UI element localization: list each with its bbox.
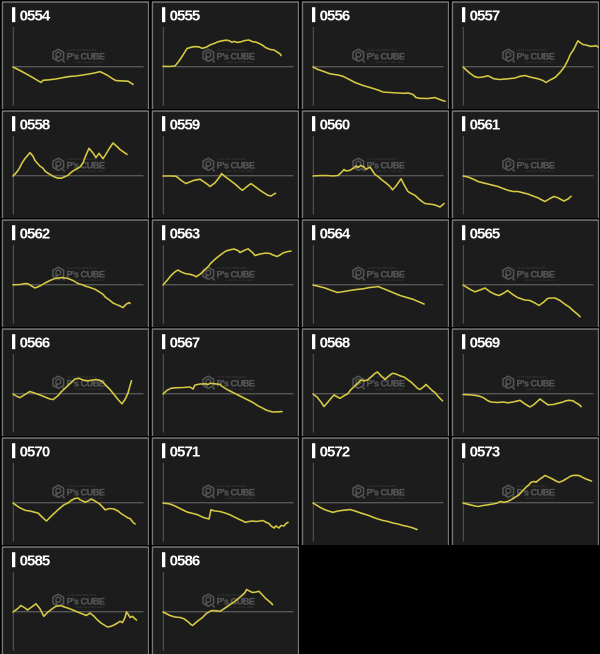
svg-text:www.ps-cube.data: www.ps-cube.data	[526, 169, 554, 173]
svg-text:P’s CUBE: P’s CUBE	[517, 378, 555, 388]
svg-text:P’s CUBE: P’s CUBE	[217, 378, 255, 388]
svg-text:SLOT MACHINE DATA: SLOT MACHINE DATA	[367, 266, 396, 270]
svg-text:0557: 0557	[470, 8, 500, 25]
svg-text:SLOT MACHINE DATA: SLOT MACHINE DATA	[67, 266, 96, 270]
svg-text:SLOT MACHINE DATA: SLOT MACHINE DATA	[367, 157, 396, 161]
svg-text:P’s CUBE: P’s CUBE	[367, 378, 405, 388]
svg-text:0567: 0567	[170, 335, 200, 352]
svg-text:SLOT MACHINE DATA: SLOT MACHINE DATA	[217, 593, 246, 597]
svg-text:0554: 0554	[20, 8, 51, 25]
svg-text:SLOT MACHINE DATA: SLOT MACHINE DATA	[367, 48, 396, 52]
svg-text:www.ps-cube.data: www.ps-cube.data	[376, 387, 404, 391]
svg-text:0586: 0586	[170, 553, 200, 570]
svg-text:0559: 0559	[170, 117, 200, 134]
svg-text:0570: 0570	[20, 444, 50, 461]
svg-text:www.ps-cube.data: www.ps-cube.data	[226, 278, 254, 282]
svg-text:0558: 0558	[20, 117, 50, 134]
svg-text:www.ps-cube.data: www.ps-cube.data	[226, 496, 254, 500]
svg-text:P’s CUBE: P’s CUBE	[217, 487, 255, 497]
svg-text:www.ps-cube.data: www.ps-cube.data	[76, 278, 104, 282]
svg-text:www.ps-cube.data: www.ps-cube.data	[76, 60, 104, 64]
svg-text:P’s CUBE: P’s CUBE	[367, 160, 405, 170]
svg-text:SLOT MACHINE DATA: SLOT MACHINE DATA	[517, 266, 546, 270]
svg-text:www.ps-cube.data: www.ps-cube.data	[76, 387, 104, 391]
svg-text:0563: 0563	[170, 226, 200, 243]
svg-text:0555: 0555	[170, 8, 200, 25]
svg-text:0573: 0573	[470, 444, 500, 461]
svg-text:www.ps-cube.data: www.ps-cube.data	[226, 169, 254, 173]
svg-text:P’s CUBE: P’s CUBE	[217, 160, 255, 170]
svg-text:www.ps-cube.data: www.ps-cube.data	[76, 496, 104, 500]
svg-text:SLOT MACHINE DATA: SLOT MACHINE DATA	[217, 48, 246, 52]
svg-text:SLOT MACHINE DATA: SLOT MACHINE DATA	[517, 375, 546, 379]
svg-text:P’s CUBE: P’s CUBE	[67, 51, 105, 61]
svg-text:SLOT MACHINE DATA: SLOT MACHINE DATA	[517, 157, 546, 161]
svg-text:SLOT MACHINE DATA: SLOT MACHINE DATA	[67, 375, 96, 379]
svg-text:0568: 0568	[320, 335, 350, 352]
svg-text:0566: 0566	[20, 335, 50, 352]
svg-text:0562: 0562	[20, 226, 50, 243]
svg-text:SLOT MACHINE DATA: SLOT MACHINE DATA	[367, 484, 396, 488]
svg-text:www.ps-cube.data: www.ps-cube.data	[76, 169, 104, 173]
svg-text:www.ps-cube.data: www.ps-cube.data	[526, 387, 554, 391]
svg-text:P’s CUBE: P’s CUBE	[67, 269, 105, 279]
svg-text:www.ps-cube.data: www.ps-cube.data	[376, 278, 404, 282]
svg-text:0585: 0585	[20, 553, 50, 570]
svg-text:SLOT MACHINE DATA: SLOT MACHINE DATA	[517, 484, 546, 488]
svg-text:www.ps-cube.data: www.ps-cube.data	[376, 60, 404, 64]
svg-text:www.ps-cube.data: www.ps-cube.data	[526, 496, 554, 500]
svg-text:0564: 0564	[320, 226, 351, 243]
svg-text:0565: 0565	[470, 226, 500, 243]
svg-text:0569: 0569	[470, 335, 500, 352]
svg-text:P’s CUBE: P’s CUBE	[367, 51, 405, 61]
svg-text:P’s CUBE: P’s CUBE	[367, 269, 405, 279]
svg-text:SLOT MACHINE DATA: SLOT MACHINE DATA	[67, 48, 96, 52]
svg-text:SLOT MACHINE DATA: SLOT MACHINE DATA	[217, 375, 246, 379]
svg-text:www.ps-cube.data: www.ps-cube.data	[226, 605, 254, 609]
svg-text:SLOT MACHINE DATA: SLOT MACHINE DATA	[217, 157, 246, 161]
svg-text:P’s CUBE: P’s CUBE	[67, 378, 105, 388]
svg-text:P’s CUBE: P’s CUBE	[67, 160, 105, 170]
svg-text:0556: 0556	[320, 8, 350, 25]
svg-text:P’s CUBE: P’s CUBE	[517, 51, 555, 61]
svg-text:www.ps-cube.data: www.ps-cube.data	[526, 60, 554, 64]
svg-text:P’s CUBE: P’s CUBE	[367, 487, 405, 497]
svg-text:P’s CUBE: P’s CUBE	[517, 160, 555, 170]
svg-text:SLOT MACHINE DATA: SLOT MACHINE DATA	[67, 157, 96, 161]
svg-text:www.ps-cube.data: www.ps-cube.data	[376, 169, 404, 173]
svg-text:SLOT MACHINE DATA: SLOT MACHINE DATA	[517, 48, 546, 52]
svg-text:www.ps-cube.data: www.ps-cube.data	[226, 60, 254, 64]
svg-text:0572: 0572	[320, 444, 350, 461]
svg-text:www.ps-cube.data: www.ps-cube.data	[376, 496, 404, 500]
svg-text:P’s CUBE: P’s CUBE	[517, 269, 555, 279]
svg-text:P’s CUBE: P’s CUBE	[517, 487, 555, 497]
svg-text:P’s CUBE: P’s CUBE	[67, 596, 105, 606]
svg-text:P’s CUBE: P’s CUBE	[217, 51, 255, 61]
svg-text:P’s CUBE: P’s CUBE	[67, 487, 105, 497]
svg-text:0571: 0571	[170, 444, 200, 461]
svg-text:SLOT MACHINE DATA: SLOT MACHINE DATA	[67, 593, 96, 597]
svg-text:P’s CUBE: P’s CUBE	[217, 269, 255, 279]
svg-text:www.ps-cube.data: www.ps-cube.data	[76, 605, 104, 609]
svg-text:SLOT MACHINE DATA: SLOT MACHINE DATA	[217, 266, 246, 270]
svg-text:www.ps-cube.data: www.ps-cube.data	[226, 387, 254, 391]
svg-text:www.ps-cube.data: www.ps-cube.data	[526, 278, 554, 282]
svg-text:0561: 0561	[470, 117, 500, 134]
svg-text:SLOT MACHINE DATA: SLOT MACHINE DATA	[217, 484, 246, 488]
svg-text:SLOT MACHINE DATA: SLOT MACHINE DATA	[67, 484, 96, 488]
svg-text:0560: 0560	[320, 117, 350, 134]
